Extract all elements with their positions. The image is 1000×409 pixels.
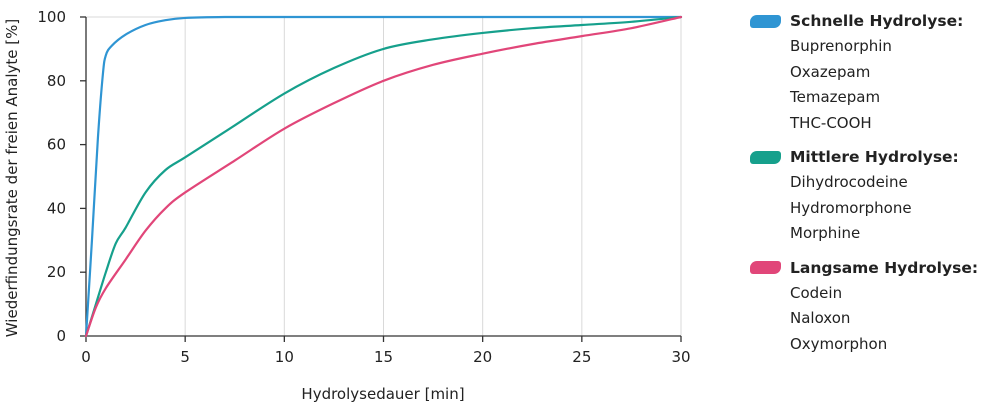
- axes: [80, 16, 682, 342]
- x-tick-label: 20: [473, 348, 492, 366]
- series-lines: [84, 15, 683, 338]
- legend-group-slow: Langsame Hydrolyse: Codein Naloxon Oxymo…: [750, 255, 1000, 358]
- y-tick-label: 100: [37, 8, 66, 26]
- medium-series-line: [84, 15, 683, 338]
- legend-item: Buprenorphin: [790, 37, 892, 55]
- tick-labels: 0 20 40 60 80 100 0 5 10 15 20 25 30: [37, 8, 690, 366]
- chart: 0 20 40 60 80 100 0 5 10 15 20 25 30 Hydrolysedauer …: [3, 8, 691, 403]
- y-tick-label: 60: [47, 136, 66, 154]
- legend-header: Mittlere Hydrolyse:: [750, 144, 1000, 170]
- y-tick-label: 80: [47, 72, 66, 90]
- legend-title: Langsame Hydrolyse:: [790, 258, 979, 277]
- y-tick-label: 40: [47, 199, 66, 217]
- x-tick-label: 15: [374, 348, 393, 366]
- legend-group-medium: Mittlere Hydrolyse: Dihydrocodeine Hydro…: [750, 144, 1000, 247]
- y-tick-label: 0: [56, 327, 66, 345]
- legend-item: Hydromorphone: [790, 198, 912, 217]
- grid-lines: [85, 16, 682, 336]
- legend-header: Schnelle Hydrolyse:: [750, 8, 1000, 34]
- x-tick-label: 25: [572, 348, 591, 366]
- slow-swatch: [750, 261, 781, 274]
- legend-item: THC-COOH: [790, 113, 872, 132]
- legend-item: Morphine: [790, 224, 861, 242]
- x-tick-label: 10: [275, 348, 294, 366]
- slow-series-line: [84, 15, 683, 338]
- legend-title: Schnelle Hydrolyse:: [790, 12, 964, 30]
- x-tick-label: 5: [180, 348, 190, 366]
- y-axis-label: Wiederfindungsrate der freien Analyte [%…: [3, 19, 21, 337]
- legend-item: Temazepam: [790, 88, 881, 106]
- legend: Schnelle Hydrolyse: Buprenorphin Oxazepa…: [750, 8, 1000, 365]
- x-axis-label: Hydrolysedauer [min]: [301, 385, 464, 403]
- legend-item: Oxazepam: [790, 62, 871, 81]
- fast-swatch: [750, 14, 781, 28]
- legend-item: Naloxon: [790, 309, 851, 327]
- legend-item: Oxymorphon: [790, 334, 888, 353]
- fast-series-line: [84, 15, 683, 338]
- legend-header: Langsame Hydrolyse:: [750, 255, 1000, 281]
- x-tick-label: 30: [671, 348, 690, 366]
- x-tick-label: 0: [81, 348, 91, 366]
- legend-item: Codein: [790, 283, 843, 302]
- legend-item: Dihydrocodeine: [790, 173, 908, 191]
- legend-group-fast: Schnelle Hydrolyse: Buprenorphin Oxazepa…: [750, 8, 1000, 136]
- legend-title: Mittlere Hydrolyse:: [790, 148, 959, 166]
- medium-swatch: [750, 150, 781, 164]
- y-tick-label: 20: [47, 263, 66, 281]
